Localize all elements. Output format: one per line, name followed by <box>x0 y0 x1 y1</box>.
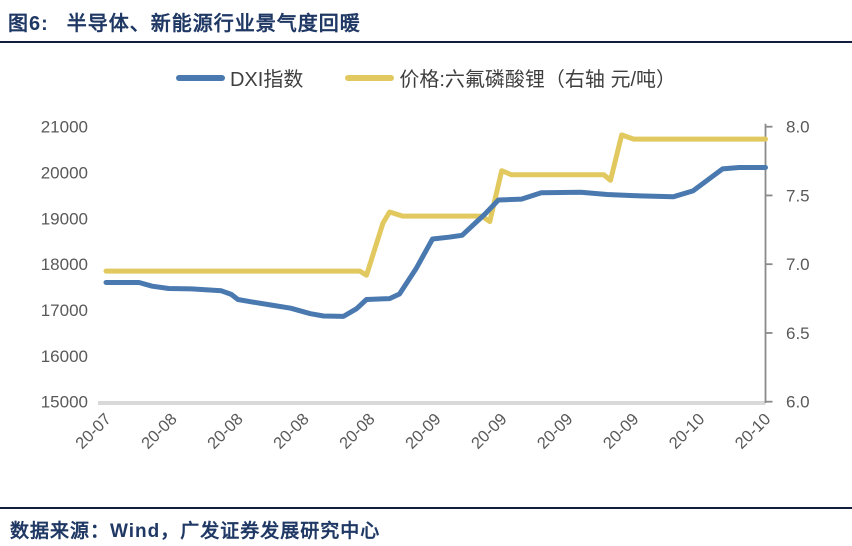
series-line-dxi <box>103 165 768 319</box>
x-axis-tick-label: 20-10 <box>666 410 709 453</box>
legend-swatch-price <box>345 74 395 81</box>
x-axis-tick-label: 20-08 <box>336 410 379 453</box>
x-axis-tick-label: 20-08 <box>138 410 181 453</box>
left-axis-tick-label: 17000 <box>41 301 88 320</box>
left-axis-tick-label: 21000 <box>41 118 88 137</box>
legend-label-price: 价格:六氟磷酸锂（右轴 元/吨） <box>399 69 676 91</box>
legend-label-dxi: DXI指数 <box>229 69 304 91</box>
left-axis-tick-label: 19000 <box>41 209 88 228</box>
x-axis-tick-label: 20-08 <box>204 410 247 453</box>
right-axis-tick-label: 7.0 <box>786 255 810 274</box>
x-axis-tick-label: 20-10 <box>732 410 775 453</box>
left-axis-tick-label: 16000 <box>41 347 88 366</box>
left-axis-tick-label: 15000 <box>41 393 88 412</box>
footer-divider <box>0 507 852 509</box>
right-axis-tick-label: 7.5 <box>786 186 810 205</box>
right-axis-tick-label: 6.0 <box>786 393 810 412</box>
legend-item-price: 价格:六氟磷酸锂（右轴 元/吨） <box>345 63 676 92</box>
title-divider <box>0 41 852 43</box>
right-axis-tick-label: 6.5 <box>786 324 810 343</box>
left-axis-tick-label: 20000 <box>41 164 88 183</box>
x-axis-tick-label: 20-09 <box>402 410 445 453</box>
chart-legend: DXI指数 价格:六氟磷酸锂（右轴 元/吨） <box>0 63 852 92</box>
x-axis-tick-label: 20-09 <box>534 410 577 453</box>
legend-item-dxi: DXI指数 <box>175 63 304 92</box>
legend-swatch-dxi <box>175 74 225 81</box>
x-axis-tick-label: 20-09 <box>600 410 643 453</box>
x-axis-tick-label: 20-07 <box>72 410 115 453</box>
data-source: 数据来源：Wind，广发证券发展研究中心 <box>10 521 381 542</box>
figure-number: 图6: <box>8 13 49 35</box>
figure-title: 图6: 半导体、新能源行业景气度回暖 <box>8 7 361 36</box>
series-line-price <box>103 132 768 278</box>
right-axis-tick-label: 8.0 <box>786 118 810 137</box>
x-axis-tick-label: 20-08 <box>270 410 313 453</box>
left-axis-tick-label: 18000 <box>41 255 88 274</box>
x-axis-tick-label: 20-09 <box>468 410 511 453</box>
figure-title-text: 半导体、新能源行业景气度回暖 <box>66 13 361 35</box>
